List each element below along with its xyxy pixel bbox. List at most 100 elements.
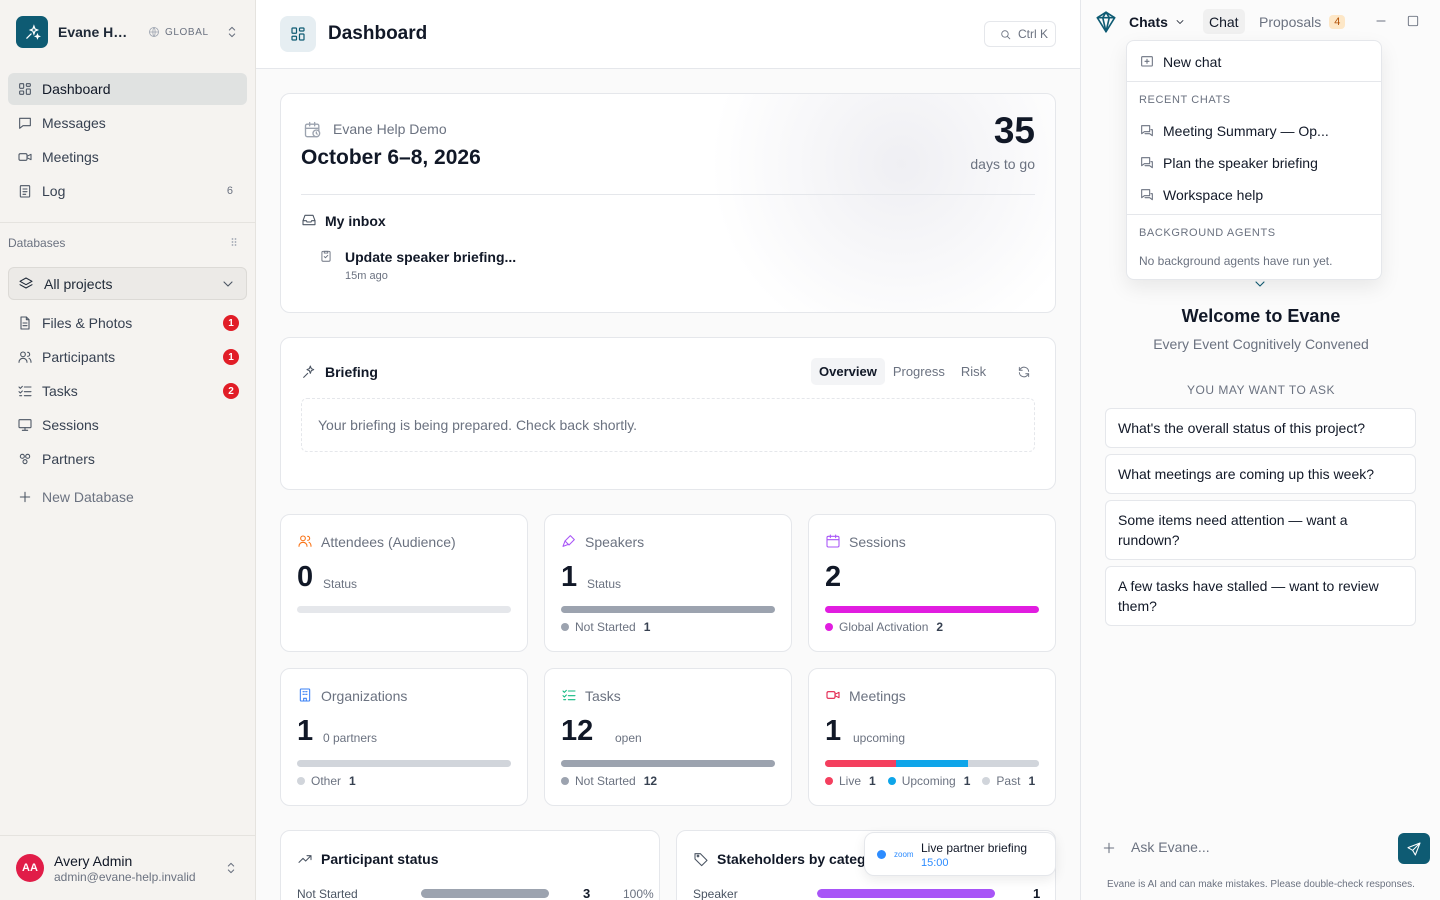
chevron-up-down-icon[interactable]: [224, 24, 240, 40]
legend-count: 1: [869, 774, 876, 788]
tab-overview[interactable]: Overview: [811, 358, 885, 385]
participant-status-fill: [421, 889, 549, 898]
nav-sessions[interactable]: Sessions: [8, 409, 247, 441]
inbox-item-title[interactable]: Update speaker briefing...: [345, 249, 517, 265]
new-chat-item[interactable]: New chat: [1139, 52, 1221, 72]
search-button[interactable]: Ctrl K: [984, 21, 1056, 47]
maximize-icon[interactable]: [1406, 14, 1420, 28]
grip-icon[interactable]: [228, 236, 240, 248]
chats-label: Chats: [1129, 14, 1168, 30]
divider: [301, 194, 1035, 195]
plus-icon: [17, 489, 33, 505]
legend-label: Not Started: [575, 620, 636, 634]
legend-label: Global Activation: [839, 620, 929, 634]
participant-status-row-label: Not Started: [297, 887, 358, 900]
stat-card[interactable]: Attendees (Audience) 0 Status: [280, 514, 528, 652]
legend-label: Past: [996, 774, 1021, 788]
divider: [1127, 81, 1381, 82]
background-agents-empty: No background agents have run yet.: [1139, 254, 1333, 268]
stat-value: 0: [297, 561, 314, 593]
suggestion-button[interactable]: What meetings are coming up this week?: [1105, 454, 1416, 494]
stat-card[interactable]: Organizations 1 0 partners Other 1: [280, 668, 528, 806]
nav-messages[interactable]: Messages: [8, 107, 247, 139]
tag-icon: [693, 851, 709, 867]
recent-chat-item[interactable]: Meeting Summary — Op...: [1139, 121, 1329, 141]
stat-subtitle: 0 partners: [323, 731, 378, 745]
participant-status-percent: 100%: [623, 887, 654, 900]
stat-label: Organizations: [321, 688, 408, 704]
live-meeting-toast[interactable]: zoom Live partner briefing 15:00: [864, 832, 1056, 876]
nav-participants[interactable]: Participants 1: [8, 341, 247, 373]
tab-chat[interactable]: Chat: [1203, 9, 1245, 34]
stat-bar-segment: [561, 606, 775, 613]
building-icon: [297, 687, 313, 703]
plus-icon[interactable]: [1101, 840, 1117, 856]
calendar-clock-icon: [303, 120, 323, 140]
stat-bar-segment: [896, 760, 968, 767]
stat-card[interactable]: Tasks 12 open Not Started 12: [544, 668, 792, 806]
chats-menu: New chat RECENT CHATS Meeting Summary — …: [1126, 40, 1382, 280]
recent-chat-item[interactable]: Workspace help: [1139, 185, 1263, 205]
presentation-icon: [17, 417, 33, 433]
chats-dropdown[interactable]: Chats: [1129, 14, 1186, 30]
send-button[interactable]: [1398, 833, 1430, 864]
new-database-button[interactable]: New Database: [8, 481, 247, 513]
stat-value: 1: [561, 561, 578, 593]
user-menu[interactable]: AA Avery Admin admin@evane-help.invalid: [0, 835, 255, 900]
nav-label: Files & Photos: [42, 315, 133, 331]
tab-progress[interactable]: Progress: [892, 364, 945, 379]
nav-label: Meetings: [42, 149, 99, 165]
tab-proposals[interactable]: Proposals 4: [1259, 14, 1346, 30]
stat-bar-segment: [967, 760, 1039, 767]
stat-bar: [297, 760, 511, 767]
legend-dot: [297, 777, 305, 785]
tab-risk[interactable]: Risk: [960, 364, 987, 379]
stat-legend: Not Started 1: [561, 620, 662, 634]
nav-files-photos[interactable]: Files & Photos 1: [8, 307, 247, 339]
stat-card[interactable]: Sessions 2 Global Activation 2: [808, 514, 1056, 652]
ai-disclaimer: Evane is AI and can make mistakes. Pleas…: [1107, 879, 1415, 890]
suggestions-heading: YOU MAY WANT TO ASK: [1187, 383, 1335, 397]
nav-partners[interactable]: Partners: [8, 443, 247, 475]
stat-label: Meetings: [849, 688, 906, 704]
stat-value: 12: [561, 715, 594, 747]
refresh-icon[interactable]: [1017, 365, 1031, 379]
log-count: 6: [226, 185, 233, 197]
chat-input[interactable]: [1131, 836, 1391, 858]
inbox-icon: [301, 212, 317, 228]
main-content: Dashboard Ctrl K Evane Help Demo October…: [256, 0, 1080, 900]
legend-count: 2: [936, 620, 944, 634]
suggestion-button[interactable]: What's the overall status of this projec…: [1105, 408, 1416, 448]
minimize-icon[interactable]: [1374, 14, 1388, 28]
search-icon: [999, 28, 1012, 41]
nav-dashboard[interactable]: Dashboard: [8, 73, 247, 105]
suggestion-button[interactable]: Some items need attention — want a rundo…: [1105, 500, 1416, 560]
suggestion-button[interactable]: A few tasks have stalled — want to revie…: [1105, 566, 1416, 626]
nav-tasks[interactable]: Tasks 2: [8, 375, 247, 407]
stat-value: 1: [825, 715, 842, 747]
stat-card[interactable]: Meetings 1 upcoming Live 1 Upcoming 1 Past 1: [808, 668, 1056, 806]
new-chat-icon: [1139, 54, 1155, 70]
workspace-switcher[interactable]: Evane Help Demo GLOBAL: [16, 16, 248, 48]
sparkles-icon: [301, 364, 317, 380]
nav-label: Dashboard: [42, 81, 111, 97]
notification-badge: 1: [223, 349, 239, 365]
sidebar: Evane Help Demo GLOBAL Dashboard Message…: [0, 0, 256, 900]
stat-card[interactable]: Speakers 1 Status Not Started 1: [544, 514, 792, 652]
databases-label: Databases: [8, 236, 66, 250]
nav-label: Messages: [42, 115, 106, 131]
legend-count: 1: [643, 620, 651, 634]
users-icon: [17, 349, 33, 365]
stat-value: 1: [297, 715, 314, 747]
project-select[interactable]: All projects: [8, 267, 247, 300]
recent-chat-item[interactable]: Plan the speaker briefing: [1139, 153, 1318, 173]
avatar: AA: [16, 854, 44, 882]
legend-count: 1: [963, 774, 971, 788]
stat-bar-segment: [825, 606, 1039, 613]
nav-meetings[interactable]: Meetings: [8, 141, 247, 173]
stat-subtitle: open: [615, 731, 642, 745]
list-check-icon: [17, 383, 33, 399]
nav-log[interactable]: Log 6: [8, 175, 247, 207]
stat-subtitle: upcoming: [853, 731, 906, 745]
dashboard-icon: [280, 16, 316, 52]
